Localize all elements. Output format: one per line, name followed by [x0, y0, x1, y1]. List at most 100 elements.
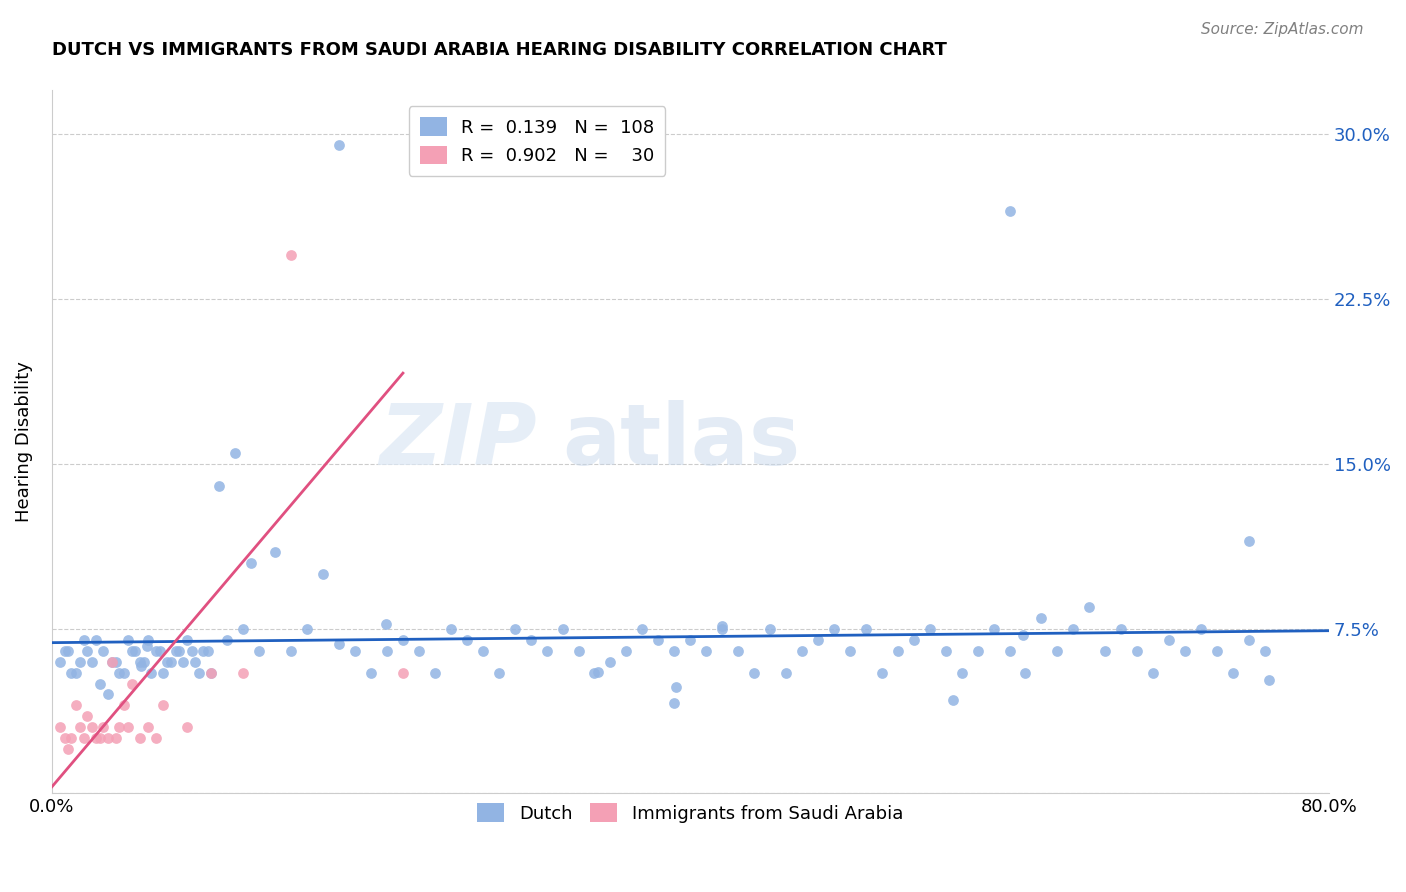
- Point: [1222, 665, 1244, 680]
- Point: [662, 696, 685, 710]
- Point: [998, 204, 1021, 219]
- Point: [328, 138, 350, 153]
- Point: [280, 643, 302, 657]
- Point: [679, 632, 702, 647]
- Point: [104, 655, 127, 669]
- Point: [145, 731, 167, 746]
- Point: [136, 721, 159, 735]
- Point: [1011, 628, 1033, 642]
- Point: [224, 446, 246, 460]
- Point: [375, 616, 398, 631]
- Point: [1174, 643, 1197, 657]
- Point: [1237, 632, 1260, 647]
- Point: [131, 658, 153, 673]
- Point: [790, 643, 813, 657]
- Point: [89, 731, 111, 746]
- Point: [1062, 622, 1084, 636]
- Point: [117, 721, 139, 735]
- Text: DUTCH VS IMMIGRANTS FROM SAUDI ARABIA HEARING DISABILITY CORRELATION CHART: DUTCH VS IMMIGRANTS FROM SAUDI ARABIA HE…: [52, 41, 946, 60]
- Point: [727, 643, 749, 657]
- Point: [172, 655, 194, 669]
- Point: [1031, 610, 1053, 624]
- Point: [695, 643, 717, 657]
- Point: [56, 643, 79, 657]
- Point: [312, 566, 335, 581]
- Point: [295, 622, 318, 636]
- Point: [76, 709, 98, 723]
- Point: [152, 698, 174, 713]
- Point: [104, 731, 127, 746]
- Point: [128, 655, 150, 669]
- Point: [139, 665, 162, 680]
- Point: [551, 622, 574, 636]
- Point: [807, 632, 830, 647]
- Point: [1014, 665, 1036, 680]
- Point: [149, 643, 172, 657]
- Point: [91, 643, 114, 657]
- Point: [107, 665, 129, 680]
- Point: [941, 692, 963, 706]
- Legend: Dutch, Immigrants from Saudi Arabia: Dutch, Immigrants from Saudi Arabia: [467, 792, 914, 833]
- Point: [599, 655, 621, 669]
- Point: [1046, 643, 1069, 657]
- Point: [1254, 643, 1277, 657]
- Point: [152, 665, 174, 680]
- Point: [184, 655, 207, 669]
- Point: [536, 643, 558, 657]
- Point: [86, 632, 108, 647]
- Point: [117, 632, 139, 647]
- Point: [631, 622, 654, 636]
- Point: [1206, 643, 1229, 657]
- Point: [59, 665, 82, 680]
- Point: [135, 639, 157, 653]
- Point: [53, 731, 76, 746]
- Point: [918, 622, 941, 636]
- Point: [89, 676, 111, 690]
- Point: [200, 665, 222, 680]
- Point: [360, 50, 382, 64]
- Text: Source: ZipAtlas.com: Source: ZipAtlas.com: [1201, 22, 1364, 37]
- Point: [503, 622, 526, 636]
- Point: [247, 643, 270, 657]
- Point: [375, 643, 398, 657]
- Point: [742, 665, 765, 680]
- Point: [616, 643, 638, 657]
- Y-axis label: Hearing Disability: Hearing Disability: [15, 361, 32, 523]
- Point: [86, 731, 108, 746]
- Point: [471, 643, 494, 657]
- Point: [903, 632, 925, 647]
- Point: [240, 556, 263, 570]
- Point: [1078, 599, 1101, 614]
- Point: [838, 643, 860, 657]
- Point: [232, 665, 254, 680]
- Point: [1237, 533, 1260, 548]
- Point: [53, 643, 76, 657]
- Point: [73, 731, 96, 746]
- Point: [647, 632, 669, 647]
- Point: [217, 632, 239, 647]
- Point: [998, 643, 1021, 657]
- Point: [121, 643, 143, 657]
- Point: [145, 643, 167, 657]
- Point: [112, 665, 135, 680]
- Point: [97, 731, 120, 746]
- Point: [187, 665, 209, 680]
- Point: [193, 643, 215, 657]
- Point: [870, 665, 893, 680]
- Point: [935, 643, 957, 657]
- Point: [775, 665, 797, 680]
- Point: [112, 698, 135, 713]
- Point: [665, 680, 688, 694]
- Point: [101, 655, 124, 669]
- Point: [711, 618, 734, 632]
- Point: [392, 632, 415, 647]
- Point: [128, 731, 150, 746]
- Point: [983, 622, 1005, 636]
- Point: [156, 655, 179, 669]
- Point: [124, 643, 146, 657]
- Point: [711, 622, 734, 636]
- Point: [586, 665, 609, 679]
- Point: [56, 742, 79, 756]
- Point: [76, 643, 98, 657]
- Point: [176, 632, 198, 647]
